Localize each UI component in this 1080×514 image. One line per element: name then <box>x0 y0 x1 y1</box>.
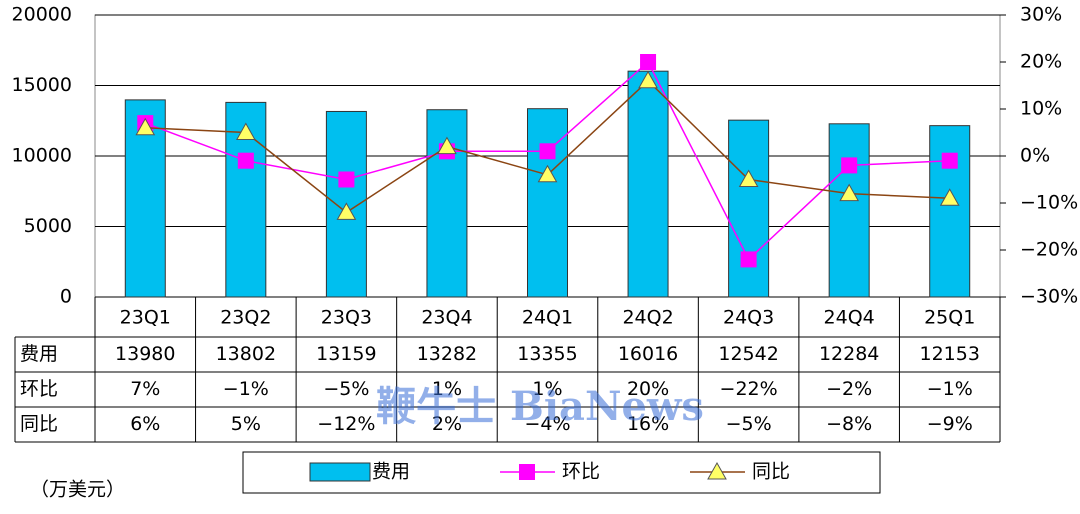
marker <box>640 54 657 70</box>
row-header: 环比 <box>20 378 58 400</box>
bar <box>929 125 971 298</box>
marker <box>738 169 759 187</box>
table-value: −8% <box>826 413 872 435</box>
bar <box>527 108 568 298</box>
y-tick-label: 0 <box>60 286 72 308</box>
table-value: −22% <box>720 378 778 400</box>
table-value: 1% <box>532 378 562 400</box>
table-value: 20% <box>627 378 669 400</box>
marker <box>839 183 860 202</box>
x-tick-label: 23Q2 <box>220 307 271 329</box>
marker <box>740 251 757 268</box>
x-tick-label: 23Q1 <box>120 307 171 329</box>
table-value: 13980 <box>115 343 175 365</box>
row-header: 费用 <box>20 343 58 365</box>
y2-tick-label: 30% <box>1020 4 1062 26</box>
x-tick-label: 24Q4 <box>824 307 875 329</box>
table-value: 1% <box>432 378 462 400</box>
table-value: 13282 <box>417 343 477 365</box>
y2-tick-label: −10% <box>1020 192 1078 214</box>
table-value: 5% <box>231 413 261 435</box>
watermark: 鞭牛士 BiaNews <box>376 383 704 430</box>
table-value: −2% <box>826 378 872 400</box>
table-value: 12153 <box>919 343 979 365</box>
marker <box>135 117 156 136</box>
marker <box>336 202 357 220</box>
table-value: 16% <box>627 413 669 435</box>
x-tick-label: 23Q4 <box>421 307 472 329</box>
y-tick-label: 15000 <box>12 74 72 96</box>
bar <box>828 123 870 298</box>
table-value: −5% <box>726 413 772 435</box>
legend-label: 同比 <box>752 461 790 483</box>
bar <box>627 70 669 298</box>
y-tick-label: 20000 <box>12 4 72 26</box>
marker <box>939 188 960 206</box>
marker <box>539 143 556 160</box>
legend-marker <box>519 464 535 480</box>
marker <box>338 171 355 188</box>
table-value: 13159 <box>316 343 376 365</box>
legend-label: 费用 <box>372 461 410 483</box>
x-tick-label: 24Q3 <box>723 307 774 329</box>
table-value: 16016 <box>618 343 678 365</box>
table-value: −1% <box>927 378 973 400</box>
x-tick-label: 23Q3 <box>321 307 372 329</box>
marker <box>638 70 658 89</box>
y2-tick-label: −30% <box>1020 286 1078 308</box>
marker <box>941 152 958 169</box>
y-tick-label: 5000 <box>24 215 72 237</box>
table-value: 13355 <box>517 343 577 365</box>
y2-tick-label: 20% <box>1020 51 1062 73</box>
row-header: 同比 <box>20 413 58 435</box>
table-value: 2% <box>432 413 462 435</box>
y2-tick-label: 0% <box>1020 145 1050 167</box>
legend-swatch <box>309 462 371 482</box>
table-value: −4% <box>524 413 570 435</box>
marker <box>237 152 254 169</box>
table-value: 6% <box>130 413 160 435</box>
marker <box>841 157 858 174</box>
x-tick-label: 24Q1 <box>522 307 573 329</box>
table-value: −5% <box>323 378 369 400</box>
marker <box>437 136 457 155</box>
table-value: −9% <box>927 413 973 435</box>
marker <box>537 164 558 183</box>
legend-marker <box>707 461 727 480</box>
unit-label: （万美元） <box>30 479 125 501</box>
table-value: 7% <box>130 378 160 400</box>
y-tick-label: 10000 <box>12 145 72 167</box>
table-value: 12542 <box>718 343 778 365</box>
x-tick-label: 25Q1 <box>924 307 975 329</box>
y2-tick-label: −20% <box>1020 239 1078 261</box>
table-value: 12284 <box>819 343 879 365</box>
y2-tick-label: 10% <box>1020 98 1062 120</box>
legend-label: 环比 <box>562 461 600 483</box>
table-value: −1% <box>223 378 269 400</box>
marker <box>235 122 256 140</box>
bar <box>728 119 770 298</box>
table-value: 13802 <box>216 343 276 365</box>
table-value: −12% <box>317 413 375 435</box>
x-tick-label: 24Q2 <box>622 307 673 329</box>
